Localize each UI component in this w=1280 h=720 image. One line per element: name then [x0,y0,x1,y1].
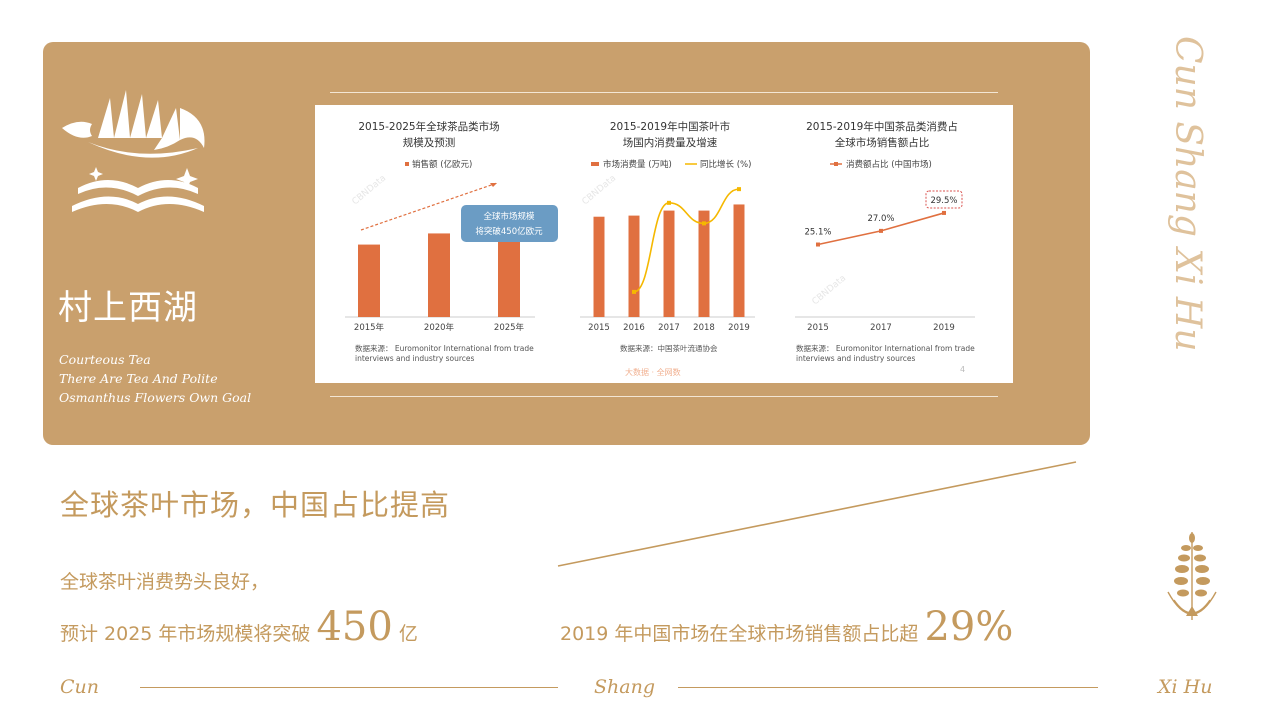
legend-label: 消费额占比 (中国市场) [846,159,932,170]
watermark: CBNData [811,273,849,307]
bar [698,210,710,317]
divider-top [330,92,998,93]
data-label: 25.1% [804,228,831,238]
bar [628,215,640,317]
arrow-head [490,183,497,187]
data-label: 27.0% [867,214,894,224]
chart-title: 全球市场销售额占比 [835,136,930,149]
body-line-3: 2019 年中国市场在全球市场销售额占比超 29% [560,604,1013,650]
line-point [702,221,706,226]
footer-line-right [678,687,1098,688]
slogan-line: There Are Tea And Polite [59,371,218,386]
line-point [816,242,820,247]
bar [428,233,450,317]
tick-label: 2015 [588,323,610,333]
divider-bottom [330,396,998,397]
legend-label: 同比增长 (%) [700,159,751,170]
tick-label: 2017 [870,323,892,333]
bar [733,204,745,317]
watermark: CBNData [351,173,389,207]
line-point [879,228,883,233]
footer-line-left [140,687,558,688]
callout-line: 将突破450亿欧元 [475,226,543,237]
line-point [737,187,741,192]
tick-label: 2018 [693,323,715,333]
body-line-2: 预计 2025 年市场规模将突破 450 亿 [60,604,418,650]
body-line-2-prefix: 预计 2025 年市场规模将突破 [60,623,311,645]
tick-label: 2025年 [494,322,525,333]
bar [358,244,380,317]
tick-label: 2019 [728,323,750,333]
chart-title: 2015-2019年中国茶叶市 [610,120,730,133]
main-heading: 全球茶叶市场，中国占比提高 [60,488,451,522]
legend-swatch [405,162,409,166]
vertical-title: Cun Shang Xi Hu [1167,36,1208,352]
legend-swatch [834,162,838,166]
diagonal-divider [557,461,1077,567]
trend-arrow [360,182,498,231]
chart-card: CBNData CBNData CBNData 2015-2025年全球茶品类市… [315,105,1013,383]
callout-line: 全球市场规模 [483,211,535,222]
legend-label: 销售额 (亿欧元) [412,159,472,170]
series-line [633,188,740,293]
card-page-no: 4 [960,365,966,374]
source-note: 数据来源：中国茶叶流通协会 [620,343,718,353]
brand-slogan: Courteous Tea There Are Tea And Polite O… [59,350,251,407]
bar [663,210,675,317]
highlight-box [925,190,963,209]
tick-label: 2016 [623,323,645,333]
slogan-line: Osmanthus Flowers Own Goal [59,390,252,405]
body-line-1: 全球茶叶消费势头良好， [60,571,270,593]
footer-right: Xi Hu [1158,676,1213,698]
line-point [632,289,636,294]
chart-title: 场国内消费量及增速 [623,136,718,149]
footer-middle: Shang [594,676,655,698]
brand-logo-icon [62,90,205,212]
tick-label: 2020年 [424,322,455,333]
bar [593,216,605,317]
chart-title: 2015-2019年中国茶品类消费占 [806,120,958,133]
watermark: CBNData [581,173,619,207]
tick-label: 2019 [933,323,955,333]
body-line-2-unit: 亿 [398,623,418,645]
tick-label: 2015 [807,323,829,333]
slogan-line: Courteous Tea [59,352,151,367]
source-note: interviews and industry sources [796,354,916,363]
tick-label: 2015年 [354,322,385,333]
chart-title: 2015-2025年全球茶品类市场 [358,120,499,133]
data-label: 29.5% [930,196,957,206]
legend-label: 市场消费量 (万吨) [603,159,672,170]
line-point [942,210,946,215]
card-footer-note: 大数据 · 全网数 [625,368,681,377]
source-note: 数据来源： Euromonitor International from tra… [796,343,975,353]
tick-label: 2017 [658,323,680,333]
line-point [667,200,671,205]
charts-svg: CBNData CBNData CBNData 2015-2025年全球茶品类市… [345,120,975,363]
body-line-3-prefix: 2019 年中国市场在全球市场销售额占比超 [560,623,919,645]
brand-name: 村上西湖 [58,288,198,328]
footer-left: Cun [60,676,100,698]
highlight-percent: 29% [924,604,1014,650]
callout-box [461,205,558,242]
source-note: 数据来源： Euromonitor International from tra… [355,343,534,353]
legend-swatch [591,162,599,166]
tea-plant-icon [1167,532,1217,620]
highlight-number: 450 [316,604,393,650]
chart-title: 规模及预测 [403,136,456,149]
svg-text:Cun Shang Xi Hu: Cun Shang Xi Hu [1167,36,1208,352]
source-note: interviews and industry sources [355,354,475,363]
